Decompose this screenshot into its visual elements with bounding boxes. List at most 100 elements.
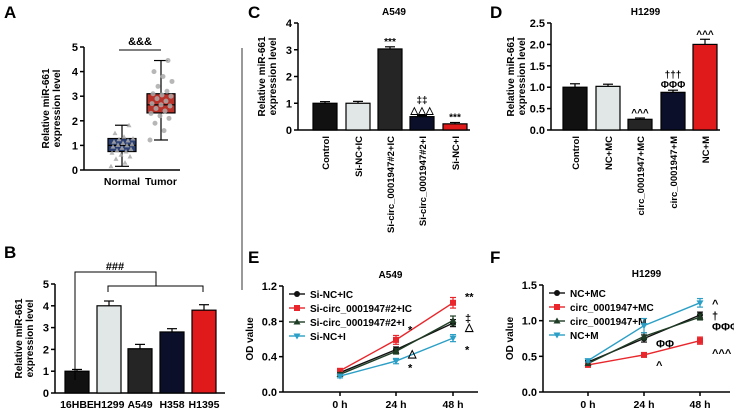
- data-point: [157, 113, 163, 119]
- data-point: [336, 373, 344, 380]
- data-point: [162, 108, 168, 114]
- y-tick-label: 2.0: [530, 39, 545, 51]
- significance-label: ###: [106, 261, 124, 273]
- x-tick-label: 0 h: [332, 399, 347, 411]
- x-tick-label: 24 h: [633, 399, 654, 411]
- panel-label-c: C: [248, 3, 260, 22]
- data-point: [128, 146, 134, 152]
- significance-bracket: [74, 271, 157, 380]
- data-point: [152, 120, 158, 126]
- bar: [96, 305, 122, 394]
- legend-marker: [294, 305, 300, 311]
- x-tick-label: 48 h: [442, 399, 463, 411]
- legend-label: Si-NC+I: [310, 332, 346, 343]
- legend-label: circ_0001947+MC: [570, 303, 654, 314]
- data-point: [113, 156, 119, 161]
- significance-label: △: [407, 348, 417, 360]
- significance-bracket: [107, 285, 204, 292]
- y-tick-label: 0: [286, 125, 292, 137]
- chart-e: 0.0 0.4 0.8 1.2 OD value A549 0 h 24 h 48 h Si-NC…: [245, 270, 478, 411]
- chart-title: A549: [379, 270, 403, 281]
- data-point: [153, 106, 159, 111]
- data-point: [158, 102, 164, 108]
- significance-label: ΦΦ: [656, 338, 674, 350]
- y-tick-label: 4: [286, 18, 293, 30]
- x-tick-label: 0 h: [580, 399, 595, 411]
- legend-label: NC+MC: [570, 289, 606, 300]
- data-point: [116, 136, 122, 142]
- x-tick-label: circ_0001947+MC: [636, 136, 647, 216]
- legend-marker: [293, 318, 301, 325]
- y-tick-label: 1.5: [530, 61, 545, 73]
- data-point: [449, 335, 457, 342]
- y-tick-label: 0: [72, 165, 78, 177]
- data-point: [151, 69, 157, 75]
- significance-label: †: [712, 311, 718, 323]
- x-tick-label: 16HBE: [60, 399, 94, 411]
- y-tick-label: 1.0: [530, 82, 545, 94]
- y-tick-label: 3: [286, 45, 292, 57]
- significance-label: *: [408, 324, 413, 336]
- data-point: [450, 299, 456, 306]
- chart-title: H1299: [631, 7, 661, 18]
- y-tick-label: 3: [43, 323, 49, 335]
- y-tick-label: 4: [43, 301, 50, 313]
- legend-label: Si-circ_0001947#2+I: [310, 318, 405, 329]
- bar: [64, 370, 90, 394]
- y-axis-label: OD value: [245, 317, 256, 361]
- y-tick-label: 4: [72, 67, 79, 79]
- legend-marker: [294, 291, 300, 297]
- significance-label: ^^^: [712, 348, 732, 360]
- data-point: [159, 92, 165, 98]
- data-point: [392, 347, 400, 354]
- data-point: [115, 142, 121, 147]
- data-point: [168, 93, 174, 99]
- y-tick-label: 1.5: [522, 280, 537, 292]
- significance-label: ***: [384, 37, 396, 48]
- data-point: [167, 103, 173, 109]
- y-axis-label: OD value: [505, 316, 516, 360]
- y-axis-label: Relative miR-661expression level: [41, 68, 63, 148]
- x-tick-label: H1395: [189, 399, 220, 411]
- significance-label: *: [408, 362, 413, 374]
- data-point: [392, 358, 400, 365]
- significance-label: ***: [449, 113, 461, 124]
- panel-label-b: B: [4, 243, 16, 262]
- bar: [159, 331, 185, 394]
- bar: [409, 116, 435, 131]
- y-tick-label: 0.0: [262, 387, 277, 399]
- data-point: [118, 152, 124, 157]
- bar: [442, 123, 468, 131]
- data-point: [108, 163, 114, 169]
- significance-label: *: [465, 345, 470, 357]
- y-tick-label: 2: [286, 72, 292, 84]
- y-tick-label: 0.8: [262, 316, 277, 328]
- x-tick-label: Si-NC+I: [451, 136, 462, 170]
- y-tick-label: 2: [43, 344, 49, 356]
- data-point: [110, 144, 116, 149]
- data-point: [337, 367, 343, 374]
- y-axis-label: Relative miR-661expression level: [506, 36, 528, 116]
- y-tick-label: 3: [72, 91, 78, 103]
- data-point: [163, 98, 169, 104]
- data-point: [111, 139, 117, 144]
- data-point: [640, 332, 648, 339]
- data-point: [112, 130, 118, 136]
- legend-label: Si-circ_0001947#2+IC: [310, 304, 412, 315]
- x-tick-label: H358: [159, 399, 184, 411]
- chart-b: 0 1 2 3 4 5 Relative miR-661expression level 16…: [14, 261, 225, 411]
- bar: [191, 309, 217, 394]
- data-point: [121, 134, 127, 139]
- data-point: [122, 160, 128, 165]
- data-point: [123, 149, 129, 154]
- data-point: [120, 140, 126, 145]
- significance-label: ΦΦΦ: [712, 321, 734, 333]
- data-point: [697, 337, 703, 344]
- data-point: [154, 96, 160, 102]
- legend-label: Si-NC+IC: [310, 290, 353, 301]
- significance-label: **: [465, 292, 474, 304]
- data-point: [124, 142, 130, 148]
- data-point: [160, 74, 166, 80]
- data-point: [150, 91, 156, 97]
- data-point: [393, 336, 399, 343]
